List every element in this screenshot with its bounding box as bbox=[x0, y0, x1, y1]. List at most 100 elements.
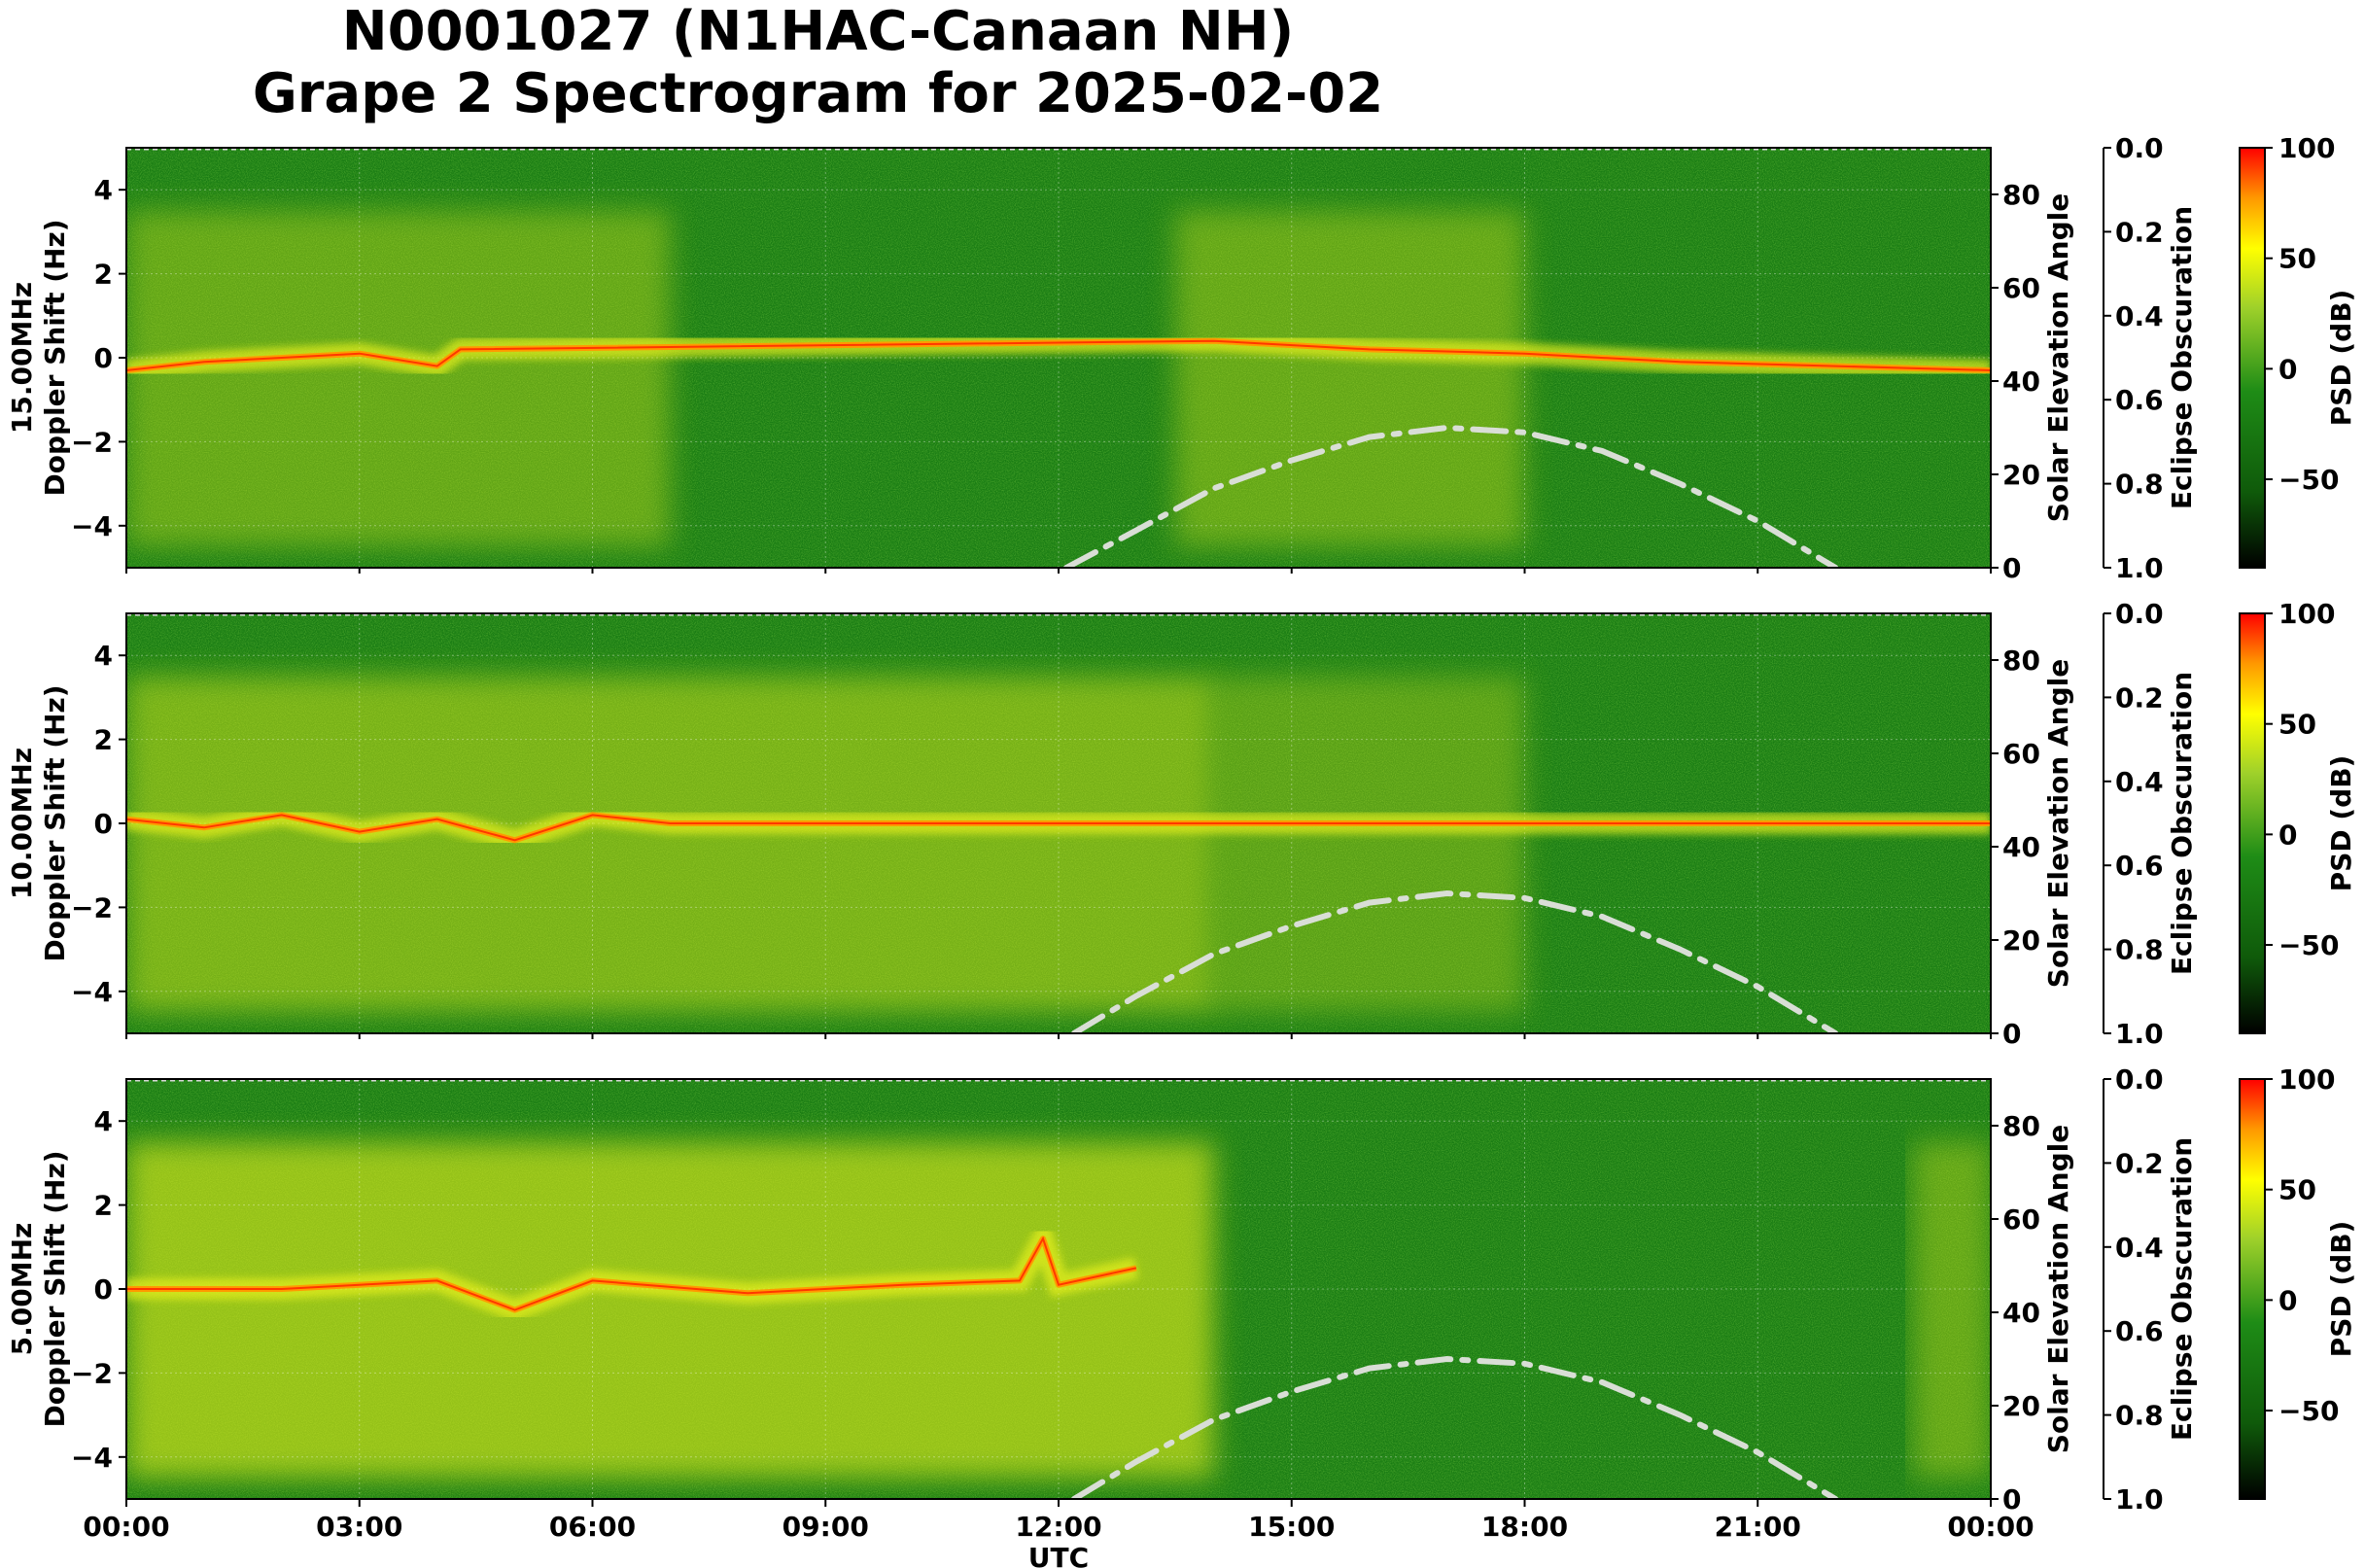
y-tick-label: −4 bbox=[71, 510, 113, 542]
y2-tick-label: 0 bbox=[2002, 552, 2021, 584]
y-axis-label: Doppler Shift (Hz) bbox=[39, 1150, 71, 1427]
carrier-core bbox=[126, 339, 1991, 371]
y2-tick-label: 0 bbox=[2002, 1018, 2021, 1050]
colorbar-label: PSD (dB) bbox=[2325, 1221, 2357, 1358]
y-tick-label: −2 bbox=[71, 426, 113, 458]
y2-tick-label: 0 bbox=[2002, 1483, 2021, 1516]
colorbar bbox=[2239, 1078, 2266, 1500]
y3-axis-label: Eclipse Obscuration bbox=[2166, 1137, 2198, 1441]
panel-1: −4 −2 0 2 4 15.00MHz Doppler Shift (Hz) 0 20 40 60… bbox=[6, 132, 2357, 584]
chart-title-line-2: Grape 2 Spectrogram for 2025-02-02 bbox=[252, 62, 1384, 125]
spectrogram-area bbox=[126, 613, 1991, 1033]
colorbar-tick-label: −50 bbox=[2278, 464, 2339, 496]
y-tick-label: 0 bbox=[94, 808, 113, 840]
x-tick-label: 00:00 bbox=[83, 1511, 169, 1543]
y2-tick-label: 20 bbox=[2002, 1390, 2040, 1422]
y3-tick-label: 0.0 bbox=[2115, 132, 2164, 164]
y3-tick-label: 0.2 bbox=[2115, 681, 2164, 714]
y-tick-label: −4 bbox=[71, 1442, 113, 1474]
activity-region bbox=[126, 676, 1214, 1013]
y-tick-label: 0 bbox=[94, 342, 113, 374]
y-tick-label: 4 bbox=[94, 174, 113, 206]
x-tick-label: 12:00 bbox=[1015, 1511, 1101, 1543]
activity-region bbox=[1913, 1141, 1991, 1479]
y2-tick-label: 60 bbox=[2002, 272, 2040, 304]
chart-title-line-1: N0001027 (N1HAC-Canaan NH) bbox=[341, 0, 1295, 63]
colorbar-label: PSD (dB) bbox=[2325, 290, 2357, 427]
y3-axis-label: Eclipse Obscuration bbox=[2166, 206, 2198, 509]
y2-tick-label: 40 bbox=[2002, 831, 2040, 863]
carrier-core bbox=[126, 1236, 1137, 1311]
x-tick-label: 18:00 bbox=[1481, 1511, 1568, 1543]
x-tick-label: 00:00 bbox=[1947, 1511, 2034, 1543]
y2-tick-label: 60 bbox=[2002, 1203, 2040, 1236]
y2-tick-label: 20 bbox=[2002, 459, 2040, 491]
y3-axis-label: Eclipse Obscuration bbox=[2166, 672, 2198, 975]
panel-3: −4 −2 0 2 4 5.00MHz Doppler Shift (Hz) 0 20 40 60 8… bbox=[6, 1063, 2357, 1568]
x-tick-label: 15:00 bbox=[1248, 1511, 1335, 1543]
y3-tick-label: 0.4 bbox=[2115, 766, 2164, 798]
colorbar-tick-label: 0 bbox=[2278, 819, 2297, 851]
y3-tick-label: 0.6 bbox=[2115, 850, 2164, 882]
colorbar-tick-label: 100 bbox=[2278, 132, 2335, 164]
spectrogram-area bbox=[126, 1079, 1991, 1499]
y-tick-label: 2 bbox=[94, 259, 113, 291]
y2-tick-label: 80 bbox=[2002, 1110, 2040, 1142]
y3-tick-label: 0.6 bbox=[2115, 384, 2164, 416]
colorbar bbox=[2239, 612, 2266, 1034]
y2-tick-label: 60 bbox=[2002, 738, 2040, 770]
y2-axis-label: Solar Elevation Angle bbox=[2042, 659, 2074, 988]
y3-tick-label: 0.4 bbox=[2115, 300, 2164, 332]
y2-tick-label: 80 bbox=[2002, 645, 2040, 677]
y2-tick-label: 20 bbox=[2002, 924, 2040, 957]
y-tick-label: −2 bbox=[71, 1357, 113, 1389]
y3-tick-label: 0.0 bbox=[2115, 1063, 2164, 1096]
y3-tick-label: 0.2 bbox=[2115, 1147, 2164, 1179]
y-tick-label: −2 bbox=[71, 891, 113, 923]
colorbar-tick-label: 100 bbox=[2278, 598, 2335, 630]
activity-region bbox=[1174, 210, 1525, 547]
x-tick-label: 21:00 bbox=[1715, 1511, 1801, 1543]
panel-frequency-label: 10.00MHz bbox=[6, 748, 38, 899]
colorbar-tick-label: −50 bbox=[2278, 1395, 2339, 1427]
x-tick-label: 09:00 bbox=[783, 1511, 869, 1543]
y2-axis-label: Solar Elevation Angle bbox=[2042, 1125, 2074, 1453]
y2-tick-label: 80 bbox=[2002, 179, 2040, 211]
colorbar-label: PSD (dB) bbox=[2325, 755, 2357, 892]
y-tick-label: 2 bbox=[94, 724, 113, 756]
colorbar-tick-label: 50 bbox=[2278, 243, 2316, 275]
y-tick-label: 2 bbox=[94, 1190, 113, 1222]
y3-tick-label: 0.8 bbox=[2115, 469, 2164, 501]
solar-elevation-curve bbox=[1071, 1355, 1839, 1499]
y-axis-label: Doppler Shift (Hz) bbox=[39, 219, 71, 496]
y3-tick-label: 0.6 bbox=[2115, 1315, 2164, 1347]
y3-tick-label: 0.0 bbox=[2115, 598, 2164, 630]
y-axis-label: Doppler Shift (Hz) bbox=[39, 684, 71, 961]
y3-tick-label: 1.0 bbox=[2115, 1018, 2164, 1050]
colorbar-tick-label: 100 bbox=[2278, 1063, 2335, 1096]
spectrogram-area bbox=[126, 148, 1991, 568]
y2-tick-label: 40 bbox=[2002, 1297, 2040, 1329]
y-tick-label: −4 bbox=[71, 976, 113, 1008]
colorbar-tick-label: 50 bbox=[2278, 709, 2316, 741]
colorbar bbox=[2239, 147, 2266, 569]
y-tick-label: 4 bbox=[94, 1105, 113, 1137]
activity-region bbox=[126, 210, 671, 547]
panel-2: −4 −2 0 2 4 10.00MHz Doppler Shift (Hz) 0 20 40 60… bbox=[6, 598, 2357, 1050]
x-tick-label: 03:00 bbox=[316, 1511, 402, 1543]
colorbar-tick-label: −50 bbox=[2278, 929, 2339, 961]
y-tick-label: 4 bbox=[94, 640, 113, 672]
carrier-core bbox=[126, 814, 1991, 842]
colorbar-tick-label: 0 bbox=[2278, 1284, 2297, 1316]
y3-tick-label: 0.4 bbox=[2115, 1232, 2164, 1264]
solar-elevation-curve bbox=[1063, 424, 1839, 568]
y2-axis-label: Solar Elevation Angle bbox=[2042, 193, 2074, 522]
y3-tick-label: 0.8 bbox=[2115, 934, 2164, 966]
y3-tick-label: 0.8 bbox=[2115, 1400, 2164, 1432]
x-axis-label: UTC bbox=[1028, 1542, 1089, 1568]
y3-tick-label: 0.2 bbox=[2115, 216, 2164, 248]
y2-tick-label: 40 bbox=[2002, 366, 2040, 398]
activity-region bbox=[126, 1141, 1214, 1479]
solar-elevation-curve bbox=[1071, 889, 1839, 1033]
